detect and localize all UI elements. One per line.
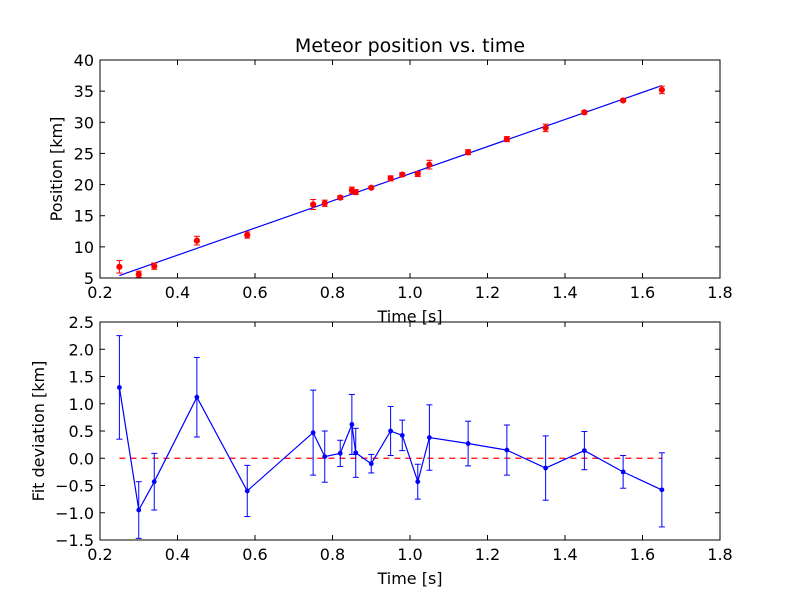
data-point [503, 136, 510, 143]
y-tick-label: 40 [74, 51, 94, 70]
deviation-point [194, 394, 200, 400]
position-plot-area [116, 84, 665, 278]
deviation-point [415, 479, 421, 485]
x-tick-label: 1.0 [397, 545, 422, 564]
deviation-plot-area [116, 335, 665, 539]
data-point [337, 194, 344, 201]
y-tick-label: 2.0 [69, 340, 94, 359]
data-point [116, 263, 123, 270]
x-tick-label: 0.6 [242, 283, 267, 302]
y-tick-label: 30 [74, 113, 94, 132]
data-point [658, 86, 665, 93]
deviation-point [136, 507, 142, 513]
y-tick-label: 25 [74, 144, 94, 163]
data-point [414, 170, 421, 178]
data-point [352, 188, 359, 196]
deviation-point [337, 450, 343, 456]
y-tick-label: 10 [74, 238, 94, 257]
y-tick-label: 20 [74, 176, 94, 195]
y-tick-label: 2.5 [69, 313, 94, 332]
deviation-plot: 0.2 0.4 0.6 0.8 1.0 1.2 1.4 1.6 1.8 −1.5 −1.0 −0.5… [29, 313, 733, 588]
deviation-point [465, 441, 471, 446]
deviation-point [426, 435, 432, 440]
x-tick-label: 1.2 [475, 545, 500, 564]
deviation-point [659, 487, 665, 493]
data-point [321, 200, 328, 207]
x-tick-label: 1.4 [552, 545, 577, 564]
deviation-point [543, 465, 549, 471]
chart-title: Meteor position vs. time [295, 35, 525, 57]
deviation-x-axis-label: Time [s] [376, 569, 442, 588]
position-y-ticks: 5 10 15 20 25 30 35 40 [74, 51, 720, 288]
data-point [542, 124, 549, 131]
x-tick-label: 1.6 [630, 545, 655, 564]
deviation-x-ticks: 0.2 0.4 0.6 0.8 1.0 1.2 1.4 1.6 1.8 [87, 322, 733, 564]
y-tick-label: 0.5 [69, 422, 94, 441]
data-point [620, 97, 627, 104]
deviation-point [368, 461, 374, 467]
deviation-point [581, 448, 587, 454]
deviation-y-axis-label: Fit deviation [km] [29, 361, 48, 502]
data-point [426, 161, 433, 168]
y-tick-label: 15 [74, 207, 94, 226]
data-point [310, 201, 317, 208]
position-plot-frame [99, 59, 721, 279]
y-tick-label: −1.5 [55, 531, 94, 550]
y-tick-label: −0.5 [55, 477, 94, 496]
deviation-point [244, 488, 250, 494]
x-tick-label: 0.2 [87, 545, 112, 564]
data-point [135, 271, 142, 278]
deviation-point [349, 422, 355, 427]
x-tick-label: 0.4 [165, 283, 190, 302]
data-point [368, 184, 375, 191]
position-x-axis-label: Time [s] [376, 307, 442, 326]
deviation-point [116, 385, 122, 390]
x-tick-label: 0.2 [87, 283, 112, 302]
data-point [244, 231, 251, 239]
data-point [151, 263, 158, 270]
deviation-point [504, 447, 510, 453]
x-tick-label: 1.8 [707, 283, 732, 302]
y-tick-label: 5 [84, 269, 94, 288]
data-point [193, 237, 200, 244]
deviation-plot-frame [99, 321, 721, 541]
deviation-point [322, 454, 328, 460]
x-tick-label: 1.8 [707, 545, 732, 564]
data-point [581, 109, 588, 116]
x-tick-label: 0.8 [320, 545, 345, 564]
y-tick-label: 1.0 [69, 395, 94, 414]
deviation-point [310, 430, 316, 436]
deviation-point [353, 450, 359, 456]
position-x-ticks: 0.2 0.4 0.6 0.8 1.0 1.2 1.4 1.6 1.8 [87, 60, 733, 302]
deviation-y-ticks: −1.5 −1.0 −0.5 0.0 0.5 1.0 1.5 2.0 2.5 [55, 313, 720, 550]
x-tick-label: 1.2 [475, 283, 500, 302]
data-point [465, 149, 472, 156]
deviation-point [151, 479, 157, 485]
y-tick-label: −1.0 [55, 504, 94, 523]
deviation-point [620, 469, 626, 475]
y-tick-label: 0.0 [69, 449, 94, 468]
x-tick-label: 1.6 [630, 283, 655, 302]
data-point [387, 175, 394, 182]
data-point [399, 171, 406, 178]
x-tick-label: 0.4 [165, 545, 190, 564]
deviation-point [399, 432, 405, 438]
x-tick-label: 1.4 [552, 283, 577, 302]
position-plot: Meteor position vs. time 0.2 0.4 0.6 0.8 1.0… [47, 35, 733, 326]
deviation-point [388, 428, 394, 434]
x-tick-label: 0.6 [242, 545, 267, 564]
x-tick-label: 0.8 [320, 283, 345, 302]
y-tick-label: 35 [74, 82, 94, 101]
y-tick-label: 1.5 [69, 368, 94, 387]
position-y-axis-label: Position [km] [47, 117, 66, 222]
x-tick-label: 1.0 [397, 283, 422, 302]
